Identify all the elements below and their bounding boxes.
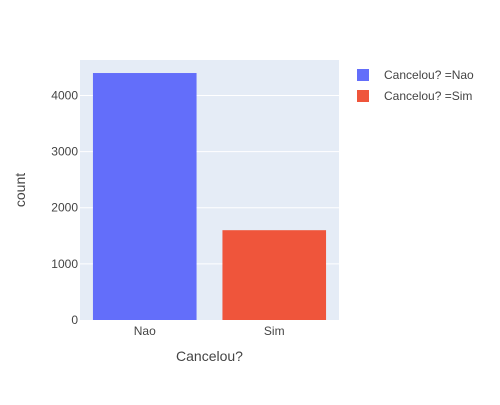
bar-nao <box>92 73 197 320</box>
legend-swatch[interactable] <box>357 90 369 102</box>
legend-label[interactable]: Cancelou? =Nao <box>384 68 474 82</box>
x-tick-label: Sim <box>264 324 285 338</box>
bars <box>92 73 327 320</box>
y-tick-label: 1000 <box>51 257 78 271</box>
y-tick-label: 0 <box>71 313 78 327</box>
x-tick-label: Nao <box>134 324 156 338</box>
x-axis-title: Cancelou? <box>176 348 243 364</box>
y-tick-label: 4000 <box>51 88 78 102</box>
y-axis-title: count <box>12 173 28 207</box>
legend-swatch[interactable] <box>357 69 369 81</box>
y-tick-label: 3000 <box>51 145 78 159</box>
bar-sim <box>222 230 327 320</box>
x-axis-ticks: Nao Sim <box>134 324 285 338</box>
y-tick-label: 2000 <box>51 201 78 215</box>
legend: Cancelou? =Nao Cancelou? =Sim <box>357 68 474 103</box>
y-axis-ticks: 0 1000 2000 3000 4000 <box>51 88 78 327</box>
legend-label[interactable]: Cancelou? =Sim <box>384 89 472 103</box>
